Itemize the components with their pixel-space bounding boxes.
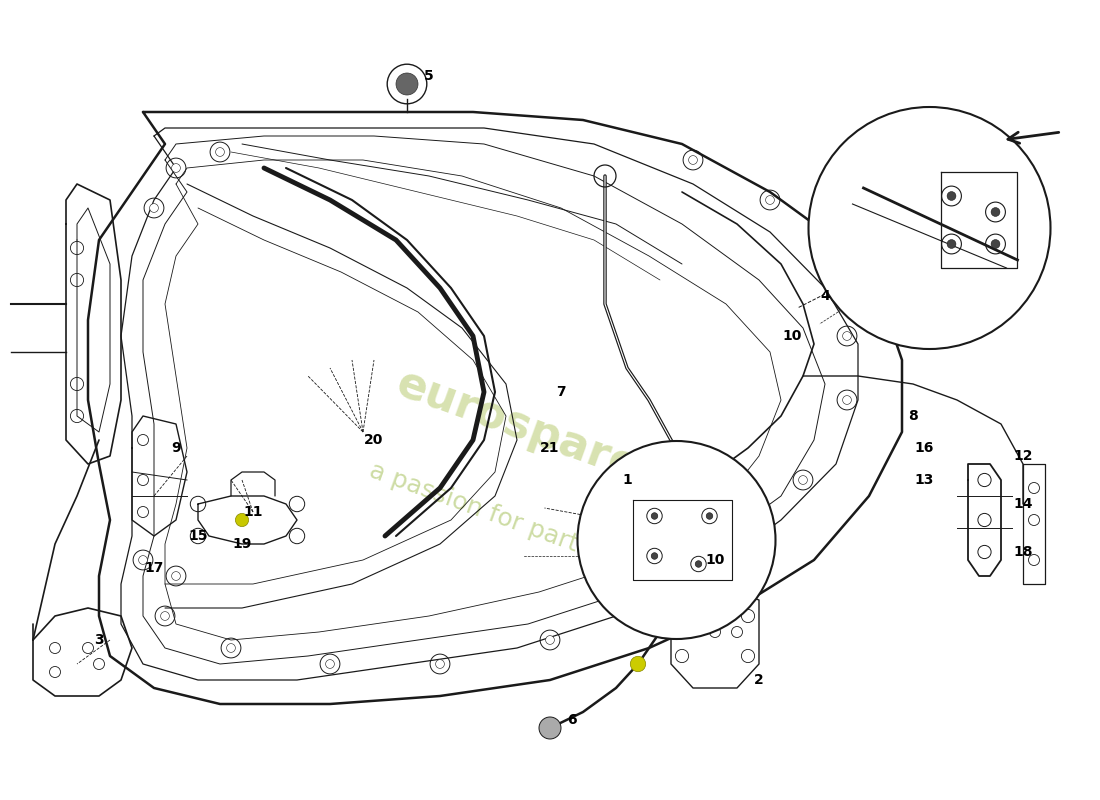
Text: 11: 11: [243, 505, 263, 519]
Text: 17: 17: [144, 561, 164, 575]
Text: 15: 15: [188, 529, 208, 543]
Text: 4: 4: [821, 289, 829, 303]
Circle shape: [947, 192, 956, 200]
Circle shape: [645, 595, 653, 605]
Text: 3: 3: [95, 633, 103, 647]
Circle shape: [706, 513, 713, 519]
Text: 10: 10: [705, 553, 725, 567]
Circle shape: [326, 659, 334, 669]
Circle shape: [227, 643, 235, 653]
Circle shape: [436, 659, 444, 669]
Text: 16: 16: [914, 441, 934, 455]
Circle shape: [172, 164, 180, 172]
Text: 13: 13: [914, 473, 934, 487]
Circle shape: [843, 396, 851, 404]
Circle shape: [832, 251, 840, 261]
Text: eurospares: eurospares: [390, 362, 670, 498]
Text: 9: 9: [172, 441, 180, 455]
Text: 10: 10: [782, 329, 802, 343]
Circle shape: [651, 513, 658, 519]
Text: a passion for parts: a passion for parts: [366, 458, 594, 562]
Circle shape: [651, 553, 658, 559]
Circle shape: [139, 555, 147, 565]
Circle shape: [766, 196, 774, 204]
Circle shape: [235, 514, 249, 526]
Circle shape: [578, 441, 776, 639]
Circle shape: [947, 240, 956, 248]
Text: 18: 18: [1013, 545, 1033, 559]
Circle shape: [396, 73, 418, 95]
Circle shape: [150, 204, 158, 212]
Text: 7: 7: [557, 385, 565, 399]
Text: 21: 21: [540, 441, 560, 455]
Circle shape: [216, 147, 224, 157]
Circle shape: [695, 561, 702, 567]
Circle shape: [161, 611, 169, 621]
Circle shape: [808, 107, 1050, 349]
Circle shape: [843, 331, 851, 341]
Circle shape: [799, 475, 807, 484]
Circle shape: [630, 656, 646, 672]
Text: 14: 14: [1013, 497, 1033, 511]
Circle shape: [744, 540, 752, 549]
Text: 5: 5: [425, 69, 433, 83]
Text: 1: 1: [623, 473, 631, 487]
Circle shape: [539, 717, 561, 739]
Text: 8: 8: [909, 409, 917, 423]
Circle shape: [172, 571, 180, 581]
Circle shape: [686, 466, 700, 478]
Circle shape: [689, 155, 697, 164]
Text: 6: 6: [568, 713, 576, 727]
Circle shape: [991, 208, 1000, 216]
Circle shape: [546, 635, 554, 645]
Text: 20: 20: [364, 433, 384, 447]
Circle shape: [991, 240, 1000, 248]
Text: 19: 19: [232, 537, 252, 551]
Text: 12: 12: [1013, 449, 1033, 463]
Text: 2: 2: [755, 673, 763, 687]
